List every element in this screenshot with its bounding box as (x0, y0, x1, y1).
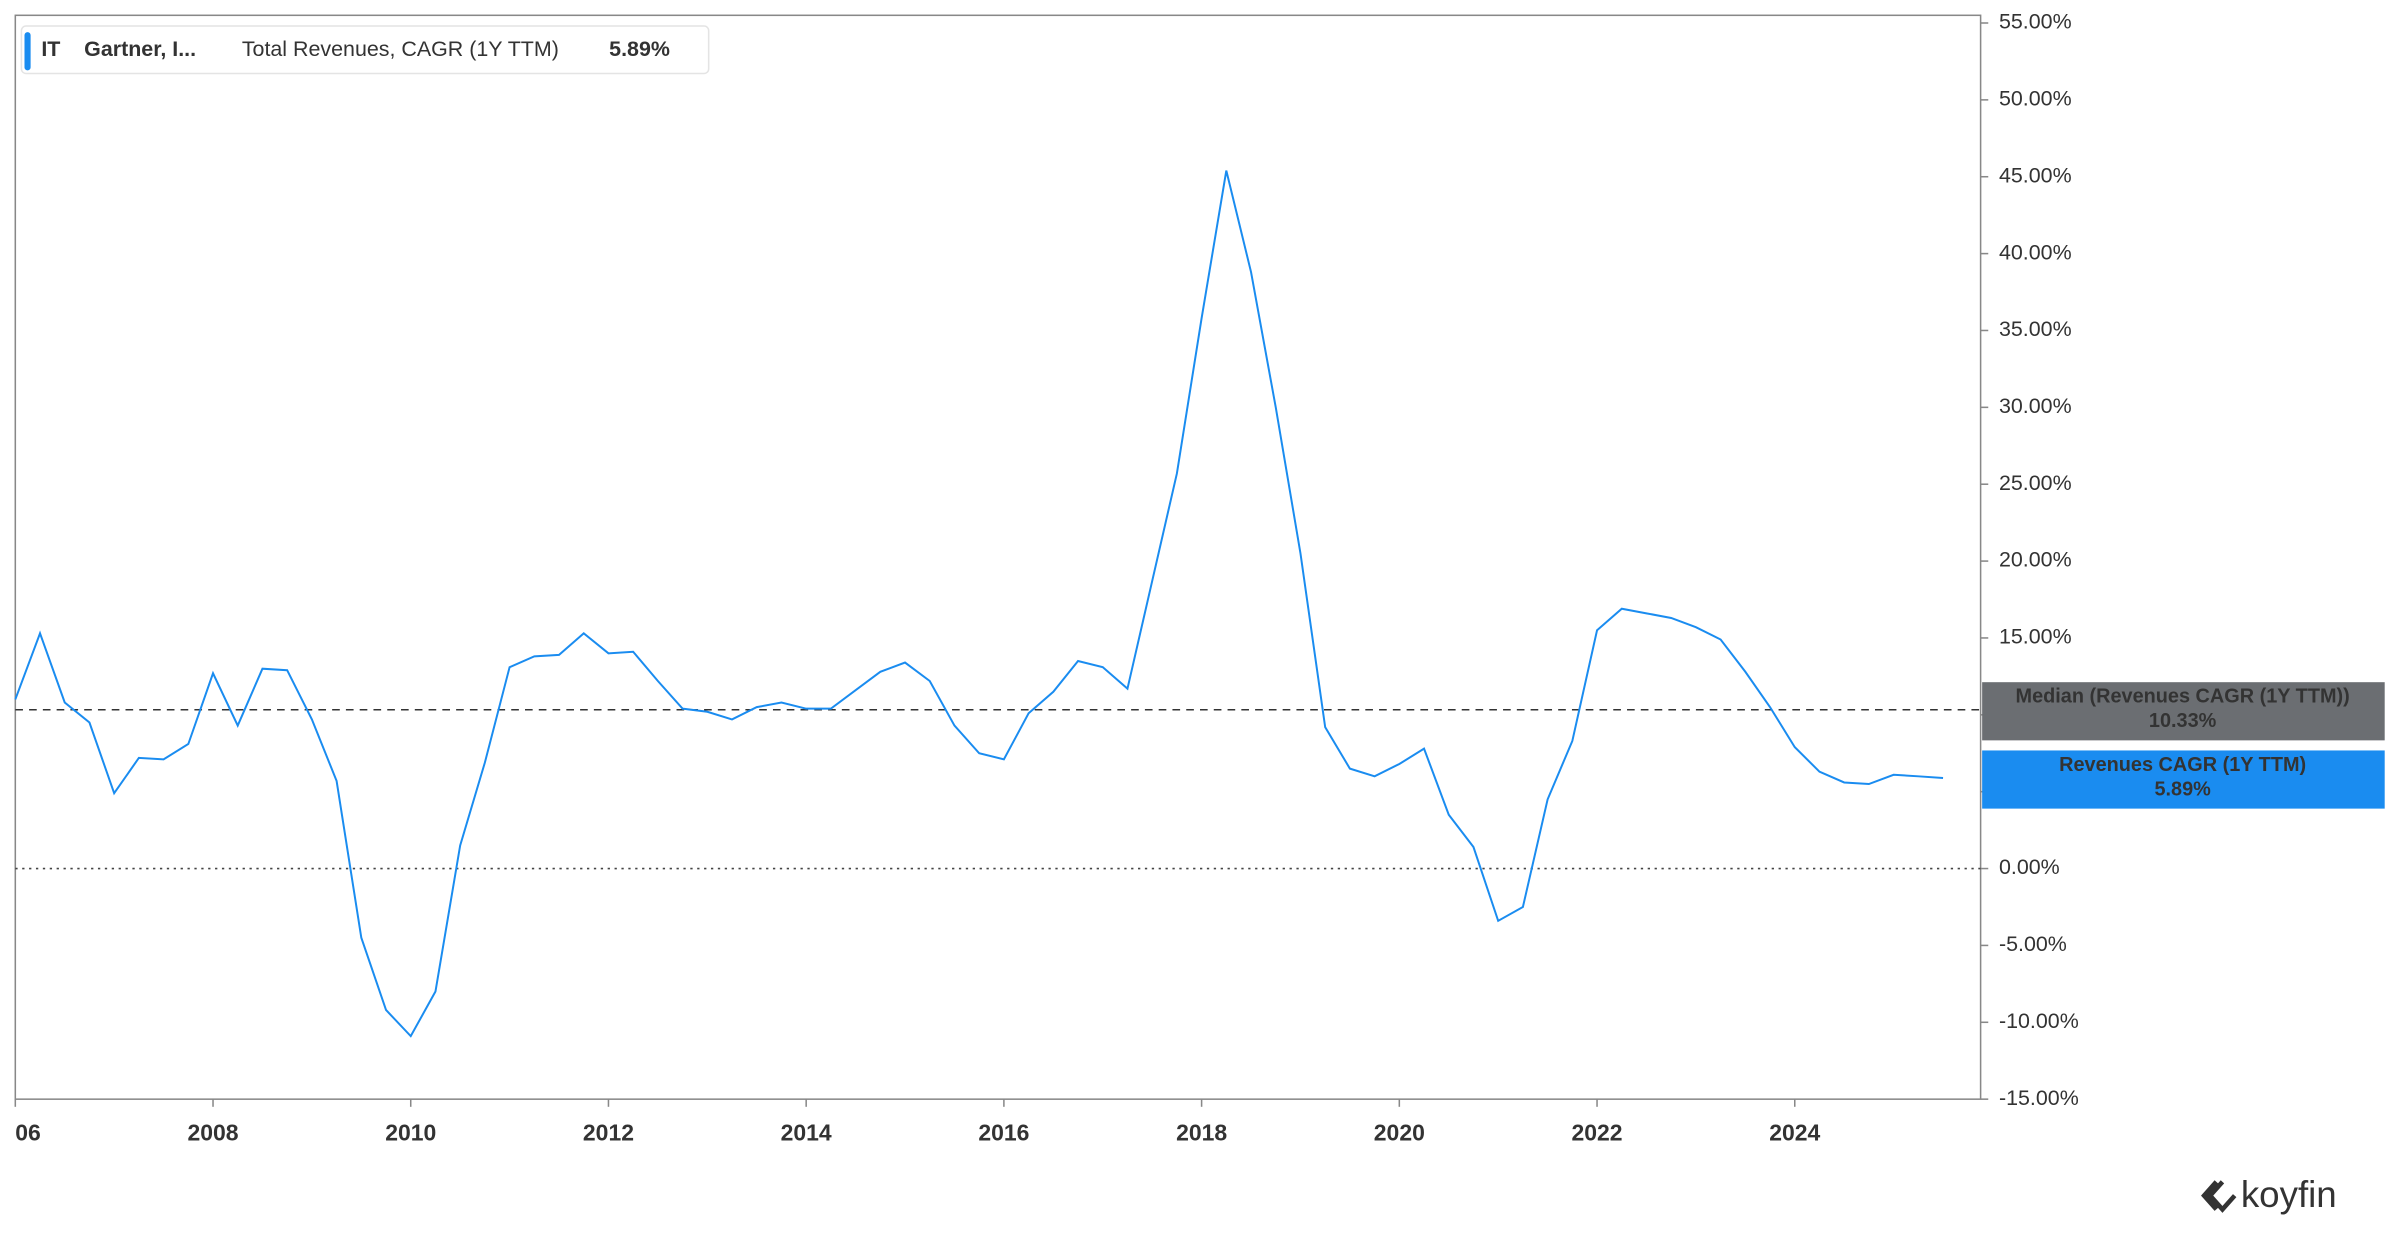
x-tick-label: 2016 (978, 1119, 1029, 1145)
series-line (14, 170, 1944, 1038)
plot-frame (14, 14, 1982, 1100)
y-tick-label: 25.00% (1999, 471, 2072, 495)
legend-metric: Total Revenues, CAGR (1Y TTM) (242, 37, 559, 61)
y-tick-label: -15.00% (1999, 1086, 2079, 1110)
x-tick-label: 2018 (1176, 1119, 1227, 1145)
legend-value: 5.89% (609, 37, 670, 61)
median-badge-name: Median (Revenues CAGR (1Y TTM)) (2016, 686, 2350, 708)
y-tick-label: 55.00% (1999, 10, 2072, 34)
series-badge (1982, 750, 2385, 809)
brand-name: koyfin (2241, 1174, 2337, 1215)
y-tick-label: 50.00% (1999, 87, 2072, 111)
y-tick-label: 30.00% (1999, 394, 2072, 418)
y-tick-label: 40.00% (1999, 240, 2072, 264)
y-tick-label: 15.00% (1999, 625, 2072, 649)
x-tick-label: 2012 (583, 1119, 634, 1145)
y-tick-label: 35.00% (1999, 317, 2072, 341)
legend[interactable]: IT Gartner, I... Total Revenues, CAGR (1… (20, 25, 710, 75)
legend-swatch (24, 32, 31, 71)
legend-ticker: IT (41, 37, 60, 61)
x-tick-label: 06 (15, 1119, 41, 1145)
x-tick-label: 2022 (1572, 1119, 1623, 1145)
x-tick-label: 2020 (1374, 1119, 1425, 1145)
legend-company: Gartner, I... (84, 37, 196, 61)
x-tick-label: 2008 (187, 1119, 238, 1145)
x-tick-label: 2014 (781, 1119, 832, 1145)
y-tick-label: 20.00% (1999, 548, 2072, 572)
series-badge-value: 5.89% (2154, 778, 2211, 800)
y-tick-label: 45.00% (1999, 163, 2072, 187)
median-badge-value: 10.33% (2149, 710, 2217, 732)
y-tick-label: -5.00% (1999, 932, 2067, 956)
median-badge (1982, 682, 2385, 741)
y-tick-label: -10.00% (1999, 1009, 2079, 1033)
series-badge-name: Revenues CAGR (1Y TTM) (2059, 754, 2306, 776)
brand-logo: koyfin (2201, 1174, 2337, 1215)
x-tick-label: 2010 (385, 1119, 436, 1145)
x-tick-label: 2024 (1769, 1119, 1820, 1145)
legend-box (20, 25, 710, 75)
logo-icon (2201, 1180, 2237, 1213)
y-tick-label: 0.00% (1999, 855, 2060, 879)
